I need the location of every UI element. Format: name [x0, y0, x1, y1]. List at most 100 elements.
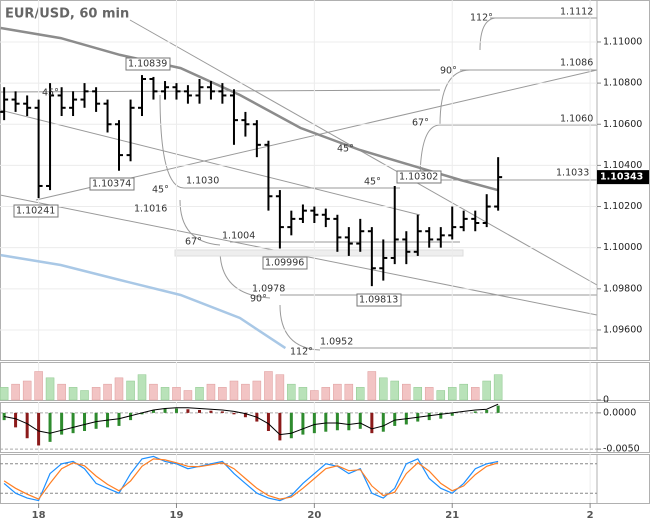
macd-bar [60, 412, 64, 435]
level-label: 90° [250, 294, 267, 305]
volume-bar [321, 387, 331, 401]
macd-bar [198, 409, 202, 413]
macd-bar [232, 412, 236, 415]
volume-bar [68, 387, 78, 401]
current-price-tag [597, 170, 649, 185]
y-tick-label: 1.10200 [603, 201, 642, 212]
level-label: 1.1060 [560, 114, 593, 125]
macd-bar [289, 412, 293, 439]
macd-bar [94, 412, 98, 429]
macd-bar [83, 412, 87, 431]
y-tick-label: -0.0050 [603, 444, 640, 455]
macd-bar [358, 412, 362, 429]
volume-bar [402, 383, 411, 401]
macd-bar [370, 412, 374, 434]
macd-bar [186, 409, 190, 413]
price-label-box [13, 204, 59, 218]
macd-bar [48, 412, 52, 442]
x-tick-label: 2 [587, 510, 594, 521]
y-tick-label: 1.10000 [603, 242, 642, 253]
volume-bar [114, 377, 124, 401]
volume-bar [137, 374, 147, 401]
price-label: 1.10241 [16, 206, 55, 217]
level-label: 1.1033 [556, 168, 589, 179]
macd-bar [393, 412, 397, 426]
y-tick-label: 1.09600 [603, 324, 642, 335]
level-label: 90° [440, 66, 457, 77]
level-label: 1.1004 [222, 231, 255, 242]
volume-bar [298, 387, 308, 401]
volume-bar [264, 371, 273, 401]
volume-bar [367, 371, 377, 401]
macd-bar [427, 412, 431, 421]
y-tick-label: 1.10600 [603, 119, 642, 130]
level-label: 45° [364, 177, 381, 188]
price-label: 1.10374 [92, 179, 131, 190]
price-label-box [125, 57, 171, 71]
volume-bar [413, 387, 423, 401]
macd-bar [335, 412, 339, 431]
macd-bar [381, 412, 385, 432]
volume-bar [103, 383, 112, 401]
level-label: 67° [185, 237, 202, 248]
volume-bar [160, 387, 170, 401]
macd-bar [174, 408, 178, 413]
volume-bar [333, 383, 342, 401]
macd-bar [14, 412, 18, 428]
macd-bar [71, 412, 75, 434]
price-label: 1.10839 [128, 59, 167, 70]
volume-bar [218, 387, 227, 401]
x-tick-label: 21 [445, 510, 459, 521]
volume-bar [356, 387, 365, 401]
level-label: 1.0978 [252, 284, 285, 295]
level-label: 112° [290, 347, 313, 358]
volume-bar [172, 387, 181, 401]
macd-bar [347, 412, 351, 431]
volume-bar [310, 390, 319, 401]
macd-bar [301, 412, 305, 435]
moving-average [0, 253, 287, 350]
volume-bar [126, 380, 135, 401]
macd-bar [243, 412, 247, 418]
volume-bar [229, 380, 239, 401]
macd-bar [117, 412, 121, 426]
level-label: 1.1086 [560, 58, 593, 69]
volume-bar [459, 383, 468, 401]
y-tick-label: 1.11000 [603, 36, 642, 47]
price-label-box [396, 170, 442, 184]
chart-title: EUR/USD, 60 min [5, 7, 129, 22]
volume-bar [482, 380, 491, 401]
macd-bar [485, 409, 489, 413]
volume-bar [11, 383, 20, 401]
volume-bar [57, 383, 66, 401]
volume-bar [379, 377, 388, 401]
macd-bar [324, 412, 328, 432]
volume-bar [252, 380, 262, 401]
volume-bar [275, 374, 285, 401]
level-label: 45° [337, 144, 354, 155]
macd-bar [163, 408, 167, 413]
y-tick-label: 1.09800 [603, 283, 642, 294]
x-tick-label: 18 [32, 510, 46, 521]
oscillator-line [3, 458, 499, 500]
volume-bar [22, 380, 32, 401]
macd-bar [151, 409, 155, 413]
level-label: 67° [412, 118, 429, 129]
current-price: 1.10343 [600, 172, 643, 183]
macd-bar [450, 412, 454, 416]
volume-bar [241, 383, 250, 401]
macd-bar [278, 412, 282, 441]
macd-bar [312, 412, 316, 434]
volume-bar [424, 387, 434, 401]
y-tick-label: 1.10800 [603, 78, 642, 89]
volume-bar [34, 371, 43, 401]
y-tick-label: 0 [603, 395, 609, 406]
macd-bar [220, 411, 224, 413]
price-label-box [89, 177, 135, 191]
volume-bar [436, 390, 446, 401]
volume-bar [287, 383, 296, 401]
price-label: 1.10302 [399, 172, 438, 183]
range-band [174, 249, 464, 257]
oscillator-line [3, 455, 499, 502]
